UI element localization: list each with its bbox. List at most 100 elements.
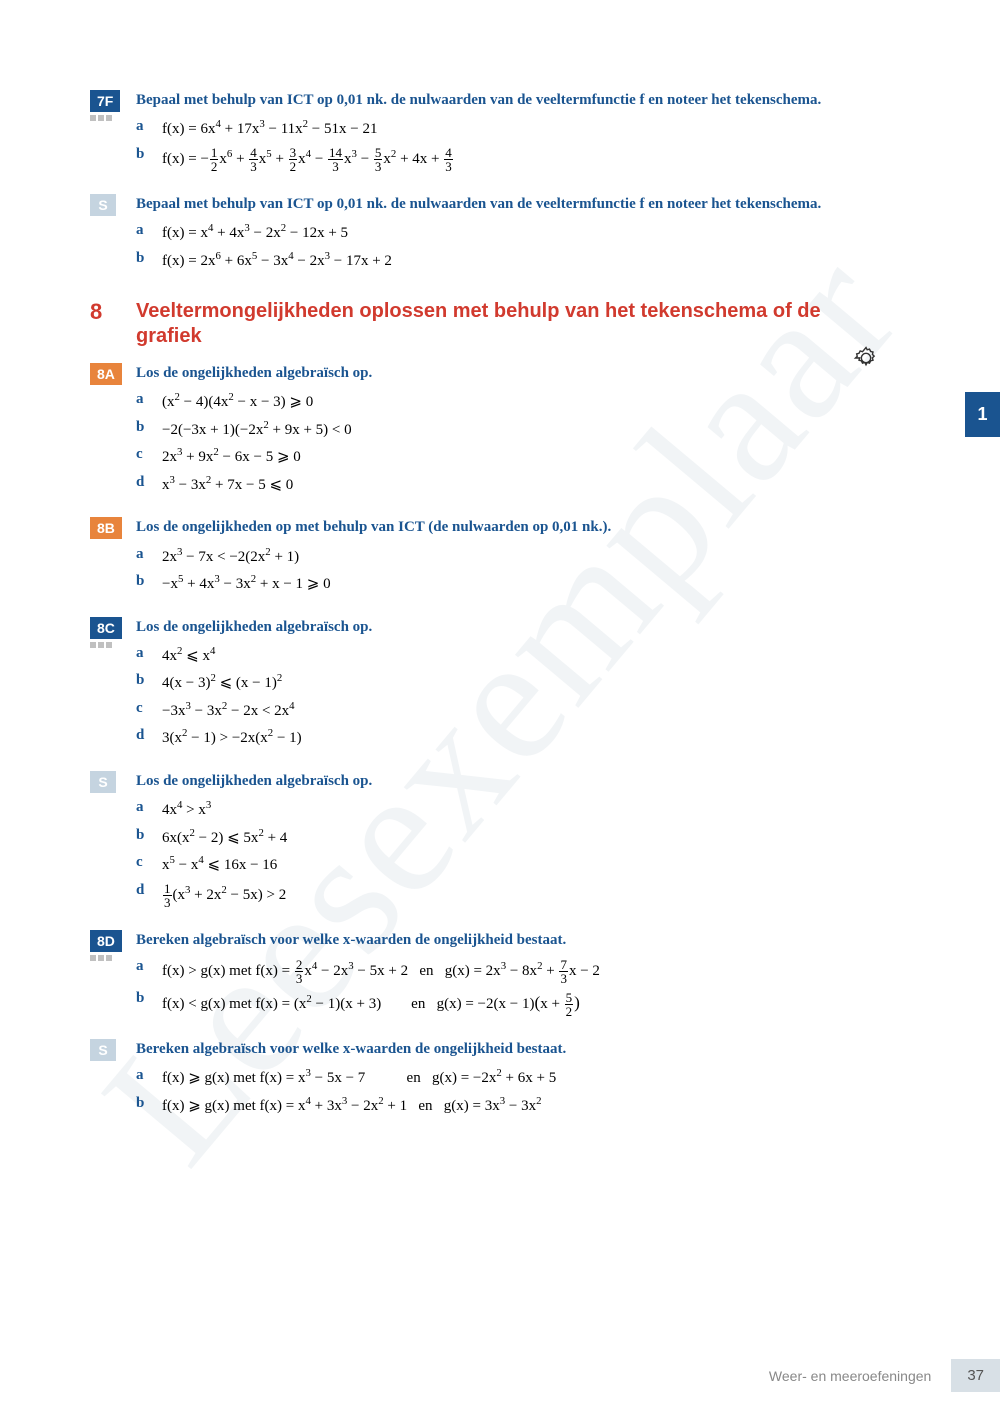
item-formula: f(x) < g(x) met f(x) = (x2 − 1)(x + 3) e…	[162, 990, 890, 1018]
exercise-item: a(x2 − 4)(4x2 − x − 3) ⩾ 0	[136, 391, 890, 414]
exercise-prompt: Bereken algebraïsch voor welke x-waarden…	[136, 1039, 890, 1059]
exercise-item: b4(x − 3)2 ⩽ (x − 1)2	[136, 672, 890, 695]
exercise-tag: S	[90, 1039, 116, 1061]
difficulty-dots	[90, 642, 136, 648]
item-label: a	[136, 391, 162, 414]
item-label: a	[136, 799, 162, 822]
exercise-item: d3(x2 − 1) > −2x(x2 − 1)	[136, 727, 890, 750]
item-label: b	[136, 573, 162, 596]
item-label: a	[136, 546, 162, 569]
item-label: c	[136, 446, 162, 469]
exercise-block: S Bereken algebraïsch voor welke x-waarde…	[90, 1039, 890, 1122]
exercise-item: af(x) = x4 + 4x3 − 2x2 − 12x + 5	[136, 222, 890, 245]
exercise-tag: 8C	[90, 617, 122, 639]
item-formula: 4x2 ⩽ x4	[162, 645, 890, 668]
item-label: b	[136, 827, 162, 850]
exercise-tag: 8B	[90, 517, 122, 539]
item-formula: −3x3 − 3x2 − 2x < 2x4	[162, 700, 890, 723]
exercise-prompt: Bepaal met behulp van ICT op 0,01 nk. de…	[136, 90, 890, 110]
item-formula: 13(x3 + 2x2 − 5x) > 2	[162, 882, 890, 909]
item-formula: 2x3 − 7x < −2(2x2 + 1)	[162, 546, 890, 569]
item-formula: x5 − x4 ⩽ 16x − 16	[162, 854, 890, 877]
item-formula: 4(x − 3)2 ⩽ (x − 1)2	[162, 672, 890, 695]
item-label: b	[136, 250, 162, 273]
item-formula: f(x) = x4 + 4x3 − 2x2 − 12x + 5	[162, 222, 890, 245]
exercise-block: 8C Los de ongelijkheden algebraïsch op. a4…	[90, 617, 890, 755]
exercise-item: af(x) ⩾ g(x) met f(x) = x3 − 5x − 7 en g…	[136, 1067, 890, 1090]
item-label: b	[136, 419, 162, 442]
item-label: a	[136, 645, 162, 668]
exercise-block: 8B Los de ongelijkheden op met behulp van…	[90, 517, 890, 600]
exercise-item: c−3x3 − 3x2 − 2x < 2x4	[136, 700, 890, 723]
item-label: b	[136, 146, 162, 173]
exercise-item: a4x2 ⩽ x4	[136, 645, 890, 668]
exercise-item: bf(x) = −12x6 + 43x5 + 32x4 − 143x3 − 53…	[136, 146, 890, 173]
exercise-tag: S	[90, 771, 116, 793]
exercise-item: bf(x) ⩾ g(x) met f(x) = x4 + 3x3 − 2x2 +…	[136, 1095, 890, 1118]
exercise-prompt: Bepaal met behulp van ICT op 0,01 nk. de…	[136, 194, 890, 214]
exercise-prompt: Los de ongelijkheden algebraïsch op.	[136, 363, 890, 383]
item-formula: 2x3 + 9x2 − 6x − 5 ⩾ 0	[162, 446, 890, 469]
section-header: 8 Veeltermongelijkheden oplossen met beh…	[90, 299, 890, 349]
item-label: a	[136, 1067, 162, 1090]
exercise-item: b−x5 + 4x3 − 3x2 + x − 1 ⩾ 0	[136, 573, 890, 596]
section-title: Veeltermongelijkheden oplossen met behul…	[136, 299, 890, 349]
exercise-tag: 8A	[90, 363, 122, 385]
item-formula: f(x) = 6x4 + 17x3 − 11x2 − 51x − 21	[162, 118, 890, 141]
section-number: 8	[90, 299, 136, 325]
exercise-item: b6x(x2 − 2) ⩽ 5x2 + 4	[136, 827, 890, 850]
exercise-item: dx3 − 3x2 + 7x − 5 ⩽ 0	[136, 474, 890, 497]
item-formula: f(x) = 2x6 + 6x5 − 3x4 − 2x3 − 17x + 2	[162, 250, 890, 273]
item-label: c	[136, 854, 162, 877]
page-footer: Weer- en meeroefeningen 37	[769, 1359, 1000, 1392]
exercise-item: af(x) > g(x) met f(x) = 23x4 − 2x3 − 5x …	[136, 958, 890, 985]
exercise-prompt: Bereken algebraïsch voor welke x-waarden…	[136, 930, 890, 950]
exercise-item: c2x3 + 9x2 − 6x − 5 ⩾ 0	[136, 446, 890, 469]
exercise-prompt: Los de ongelijkheden algebraïsch op.	[136, 617, 890, 637]
exercise-item: bf(x) < g(x) met f(x) = (x2 − 1)(x + 3) …	[136, 990, 890, 1018]
exercise-block: 8A Los de ongelijkheden algebraïsch op. a(…	[90, 363, 890, 501]
item-formula: f(x) ⩾ g(x) met f(x) = x4 + 3x3 − 2x2 + …	[162, 1095, 890, 1118]
item-formula: (x2 − 4)(4x2 − x − 3) ⩾ 0	[162, 391, 890, 414]
item-formula: −2(−3x + 1)(−2x2 + 9x + 5) < 0	[162, 419, 890, 442]
exercise-item: b−2(−3x + 1)(−2x2 + 9x + 5) < 0	[136, 419, 890, 442]
exercise-block: S Bepaal met behulp van ICT op 0,01 nk. d…	[90, 194, 890, 277]
item-formula: x3 − 3x2 + 7x − 5 ⩽ 0	[162, 474, 890, 497]
item-formula: f(x) = −12x6 + 43x5 + 32x4 − 143x3 − 53x…	[162, 146, 890, 173]
item-label: a	[136, 958, 162, 985]
exercise-tag: 8D	[90, 930, 122, 952]
item-label: d	[136, 882, 162, 909]
item-label: c	[136, 700, 162, 723]
difficulty-dots	[90, 955, 136, 961]
page-content: 7F Bepaal met behulp van ICT op 0,01 nk. …	[0, 0, 1000, 1198]
item-label: b	[136, 1095, 162, 1118]
item-formula: 4x4 > x3	[162, 799, 890, 822]
exercise-block: S Los de ongelijkheden algebraïsch op. a4x…	[90, 771, 890, 914]
exercise-item: af(x) = 6x4 + 17x3 − 11x2 − 51x − 21	[136, 118, 890, 141]
exercise-block: 7F Bepaal met behulp van ICT op 0,01 nk. …	[90, 90, 890, 178]
exercise-prompt: Los de ongelijkheden algebraïsch op.	[136, 771, 890, 791]
exercise-item: cx5 − x4 ⩽ 16x − 16	[136, 854, 890, 877]
item-label: b	[136, 672, 162, 695]
exercise-block: 8D Bereken algebraïsch voor welke x-waard…	[90, 930, 890, 1023]
item-label: b	[136, 990, 162, 1018]
item-formula: f(x) ⩾ g(x) met f(x) = x3 − 5x − 7 en g(…	[162, 1067, 890, 1090]
exercise-item: a2x3 − 7x < −2(2x2 + 1)	[136, 546, 890, 569]
item-label: a	[136, 118, 162, 141]
footer-label: Weer- en meeroefeningen	[769, 1368, 931, 1384]
item-label: a	[136, 222, 162, 245]
exercise-item: a4x4 > x3	[136, 799, 890, 822]
exercise-item: d13(x3 + 2x2 − 5x) > 2	[136, 882, 890, 909]
exercise-prompt: Los de ongelijkheden op met behulp van I…	[136, 517, 890, 537]
item-formula: f(x) > g(x) met f(x) = 23x4 − 2x3 − 5x +…	[162, 958, 890, 985]
item-formula: 6x(x2 − 2) ⩽ 5x2 + 4	[162, 827, 890, 850]
difficulty-dots	[90, 115, 136, 121]
exercise-item: bf(x) = 2x6 + 6x5 − 3x4 − 2x3 − 17x + 2	[136, 250, 890, 273]
item-formula: 3(x2 − 1) > −2x(x2 − 1)	[162, 727, 890, 750]
footer-page-number: 37	[951, 1359, 1000, 1392]
item-label: d	[136, 727, 162, 750]
item-formula: −x5 + 4x3 − 3x2 + x − 1 ⩾ 0	[162, 573, 890, 596]
exercise-tag: 7F	[90, 90, 120, 112]
exercise-tag: S	[90, 194, 116, 216]
item-label: d	[136, 474, 162, 497]
